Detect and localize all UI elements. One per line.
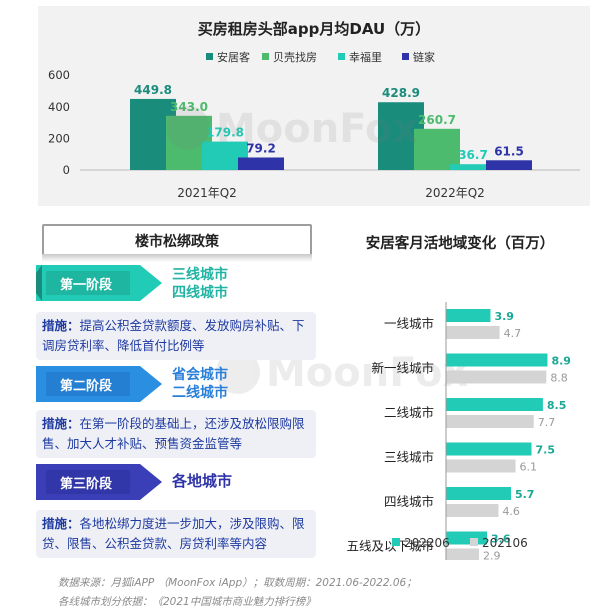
dau-bar-chart: 0 200 400 600 安居客 贝壳找房 幸福里 链家 449.8 343.0 179.879.… xyxy=(48,50,580,200)
stage-1-measure: 措施：提高公积金贷款额度、发放购房补贴、下调房贷利率、降低首付比例等 xyxy=(36,312,316,360)
y-tick-label: 200 xyxy=(48,131,70,145)
policy-header-shadow xyxy=(42,254,312,262)
region-chart-title: 安居客月活地域变化（百万） xyxy=(365,236,555,252)
region-bar xyxy=(446,459,516,473)
bar-value-label: 79.2 xyxy=(246,141,276,155)
bar-value-label: 428.9 xyxy=(382,86,420,100)
bar xyxy=(238,157,284,170)
region-bar xyxy=(446,326,500,339)
region-bar-value-label: 7.5 xyxy=(536,444,556,457)
stage-2-label: 第二阶段 xyxy=(60,379,113,394)
stage-1-city-1: 三线城市 xyxy=(172,267,228,283)
region-category-label: 四线城市 xyxy=(384,494,434,509)
legend-swatch xyxy=(206,53,213,60)
stage-2-city-1: 省会城市 xyxy=(172,367,228,383)
stage-2-measure: 措施：在第一阶段的基础上，还涉及放松限购限售、加大人才补贴、预售资金监管等 xyxy=(36,410,316,458)
region-bar-value-label: 4.6 xyxy=(502,505,520,518)
region-bar xyxy=(446,548,480,560)
region-bar xyxy=(446,531,488,545)
bar-value-label: 61.5 xyxy=(494,144,524,158)
stage-3-label: 第三阶段 xyxy=(60,477,113,492)
measure-key: 措施： xyxy=(42,318,80,333)
stage-3-measure: 措施：各地松绑力度进一步加大，涉及限购、限贷、限售、公积金贷款、房贷利率等内容 xyxy=(36,510,316,558)
region-bar-value-label: 8.8 xyxy=(550,372,568,385)
legend-swatch xyxy=(392,538,400,546)
bar-value-label: 449.8 xyxy=(134,83,172,97)
legend-swatch xyxy=(470,538,478,546)
region-category-label: 五线及以下城市 xyxy=(346,539,434,554)
region-bar xyxy=(446,309,491,322)
region-bar-chart: 一线城市 3.9 4.7 新一线城市 8.9 8.8 二线城市 8.5 7.7 三线城市 7.5 6.… xyxy=(346,302,571,561)
bar xyxy=(486,160,532,170)
region-bar-value-label: 4.7 xyxy=(504,327,522,340)
region-bar-value-label: 7.7 xyxy=(538,416,556,429)
region-category-label: 三线城市 xyxy=(384,450,434,465)
legend-swatch xyxy=(338,53,345,60)
bar-value-label: 179.8 xyxy=(206,126,244,140)
legend-label: 链家 xyxy=(413,50,435,64)
y-tick-label: 0 xyxy=(63,163,70,177)
region-bar xyxy=(446,487,511,500)
region-bar xyxy=(446,442,532,456)
stage-1-arrow xyxy=(36,265,162,301)
region-bar-value-label: 3.6 xyxy=(491,533,511,546)
policy-header-box xyxy=(42,224,312,256)
y-tick-label: 600 xyxy=(48,68,70,82)
bar xyxy=(450,164,496,170)
region-bar-value-label: 6.1 xyxy=(520,461,538,474)
measure-text: 提高公积金贷款额度、发放购房补贴、下调房贷利率、降低首付比例等 xyxy=(42,318,305,353)
x-category-label: 2021年Q2 xyxy=(177,186,237,200)
region-category-label: 新一线城市 xyxy=(371,361,434,376)
legend-label: 幸福里 xyxy=(349,50,382,64)
stage-2-arrow xyxy=(36,366,162,402)
legend-label: 贝壳找房 xyxy=(273,50,317,64)
stage-3-arrow xyxy=(36,464,162,500)
region-bar-value-label: 2.9 xyxy=(483,550,501,561)
stage-1-city-2: 四线城市 xyxy=(172,285,228,301)
measure-text: 各地松绑力度进一步加大，涉及限购、限贷、限售、公积金贷款、房贷利率等内容 xyxy=(42,516,305,551)
region-bar xyxy=(446,398,543,411)
region-bar-value-label: 3.9 xyxy=(494,310,514,323)
region-bar xyxy=(446,415,534,428)
region-bar xyxy=(446,370,547,384)
footnote-basis: 各线城市划分依据：《2021中国城市商业魅力排行榜》 xyxy=(58,596,316,608)
stage-3-city-1: 各地城市 xyxy=(172,472,233,490)
legend-swatch xyxy=(262,53,269,60)
bar-value-label: 36.7 xyxy=(458,148,488,162)
region-bar-value-label: 8.9 xyxy=(551,355,571,368)
measure-text: 在第一阶段的基础上，还涉及放松限购限售、加大人才补贴、预售资金监管等 xyxy=(42,416,305,451)
region-category-label: 二线城市 xyxy=(384,405,434,420)
legend-swatch xyxy=(402,53,409,60)
x-category-label: 2022年Q2 xyxy=(425,186,485,200)
region-bar-value-label: 8.5 xyxy=(547,399,567,412)
region-bar xyxy=(446,353,548,367)
measure-key: 措施： xyxy=(42,516,80,531)
legend-label: 202106 xyxy=(482,536,528,550)
footnote: 数据来源：月狐iAPP （MoonFox iApp）；取数周期：2021.06-… xyxy=(58,574,417,612)
stage-2-city-2: 二线城市 xyxy=(172,385,228,401)
legend-label: 202206 xyxy=(404,536,450,550)
region-bar-value-label: 5.7 xyxy=(515,488,535,501)
bar xyxy=(414,128,460,170)
region-category-label: 一线城市 xyxy=(384,316,434,331)
y-tick-label: 400 xyxy=(48,100,70,114)
bar-value-label: 343.0 xyxy=(170,100,208,114)
legend-label: 安居客 xyxy=(217,50,250,64)
bar-value-label: 260.7 xyxy=(418,113,456,127)
policy-title: 楼市松绑政策 xyxy=(135,234,219,250)
footnote-source: 数据来源：月狐iAPP （MoonFox iApp）；取数周期：2021.06-… xyxy=(58,577,417,589)
measure-key: 措施： xyxy=(42,416,80,431)
stage-1-label: 第一阶段 xyxy=(60,278,113,293)
region-bar xyxy=(446,504,499,517)
top-chart-title: 买房租房头部app月均DAU（万） xyxy=(197,20,431,38)
